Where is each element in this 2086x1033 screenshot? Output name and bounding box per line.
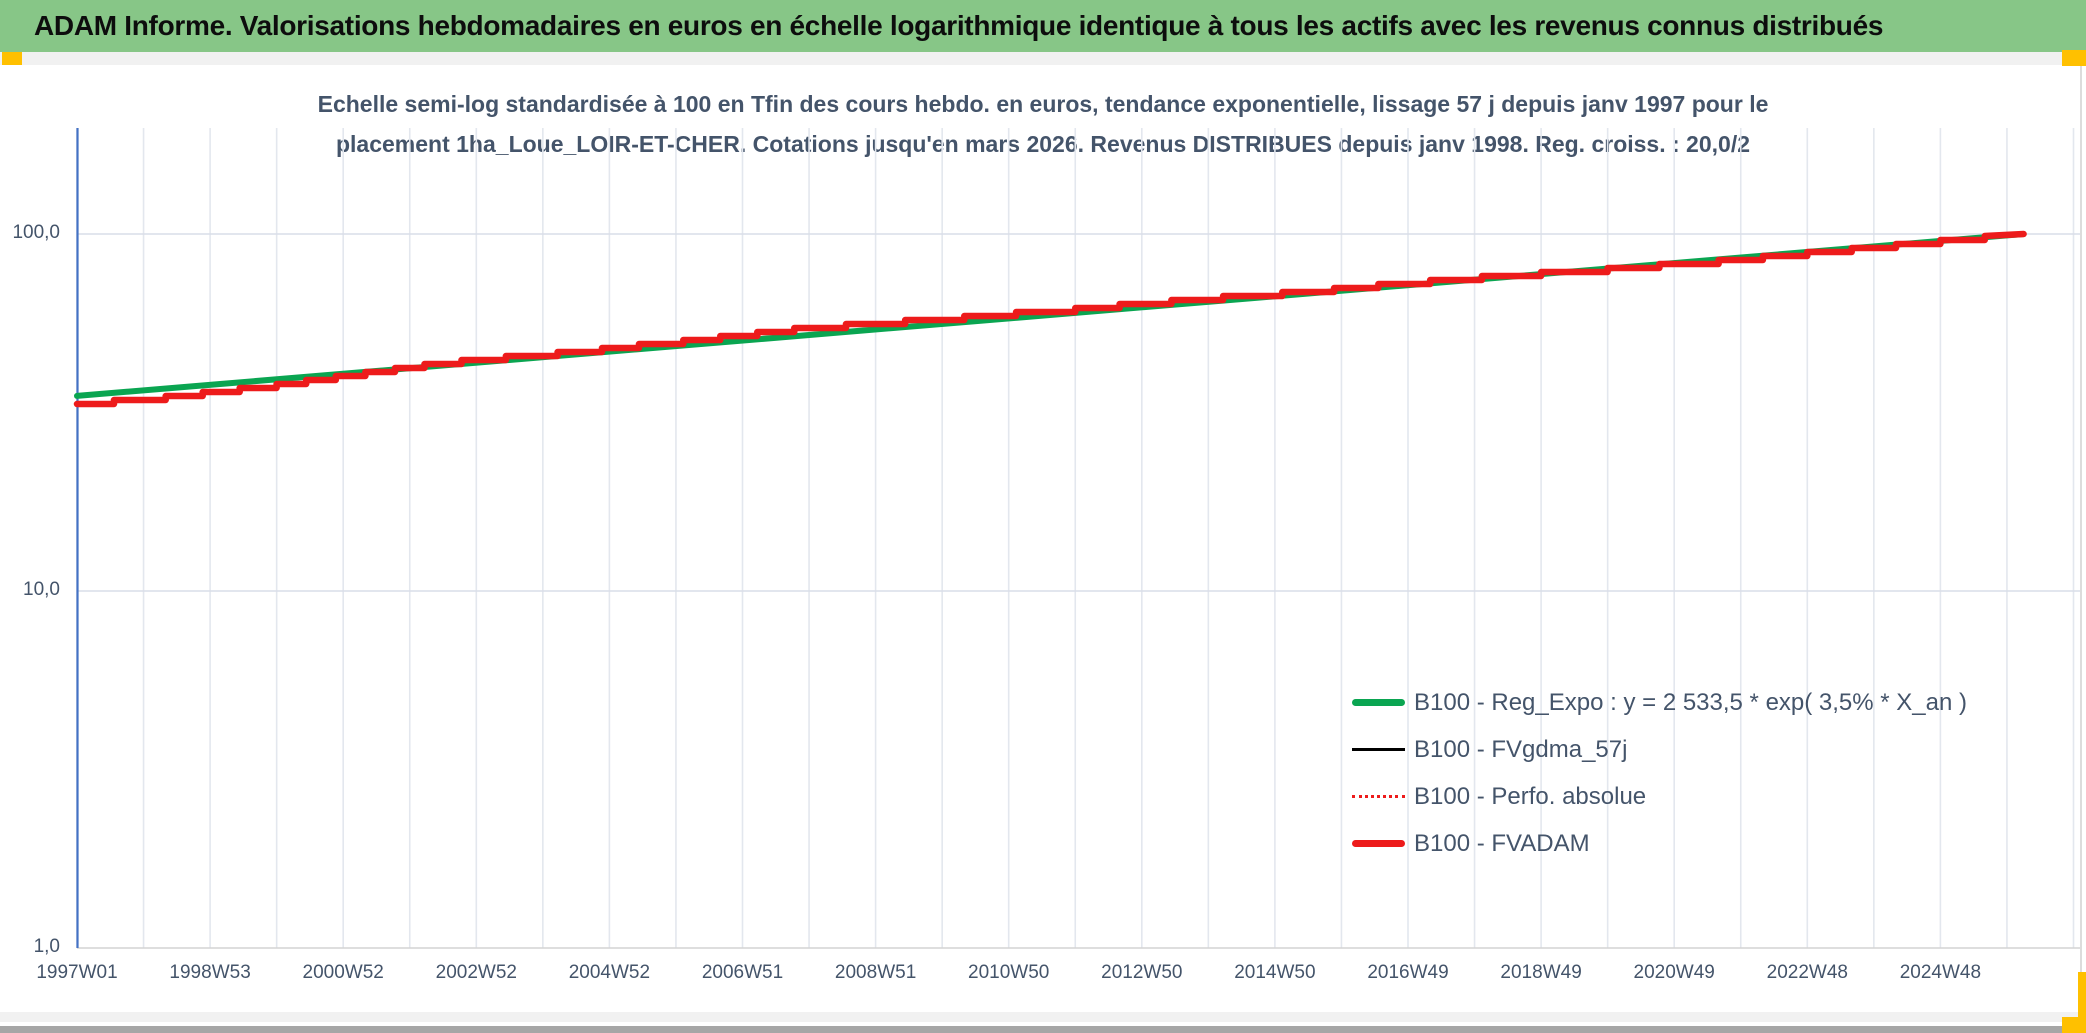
y-tick-label: 10,0 bbox=[23, 579, 60, 600]
legend-label: B100 - Reg_Expo : y = 2 533,5 * exp( 3,5… bbox=[1414, 688, 1968, 716]
legend-label: B100 - Perfo. absolue bbox=[1414, 782, 1647, 810]
legend-swatch-icon bbox=[1352, 699, 1405, 706]
chart-title-line-1: Echelle semi-log standardisée à 100 en T… bbox=[317, 91, 1769, 117]
legend-swatch-icon bbox=[1352, 795, 1405, 798]
x-tick-label: 2018W49 bbox=[1500, 962, 1582, 983]
bottom-strip bbox=[0, 1012, 2086, 1022]
x-tick-label: 2006W51 bbox=[701, 962, 784, 983]
legend-item: B100 - FVgdma_57j bbox=[1352, 726, 1967, 773]
x-tick-label: 2024W48 bbox=[1899, 962, 1982, 983]
legend-label: B100 - FVgdma_57j bbox=[1414, 735, 1628, 763]
legend-swatch-icon bbox=[1352, 840, 1405, 847]
x-tick-label: 2000W52 bbox=[302, 962, 384, 983]
chart-legend: B100 - Reg_Expo : y = 2 533,5 * exp( 3,5… bbox=[1352, 679, 1967, 867]
accent-square-top-left bbox=[2, 52, 22, 65]
legend-item: B100 - FVADAM bbox=[1352, 820, 1967, 867]
x-tick-label: 2004W52 bbox=[568, 962, 651, 983]
chart-title: Echelle semi-log standardisée à 100 en T… bbox=[0, 84, 2086, 164]
legend-item: B100 - Perfo. absolue bbox=[1352, 773, 1967, 820]
accent-square-bottom-right bbox=[2062, 1017, 2086, 1033]
bottom-bar bbox=[0, 1026, 2086, 1033]
legend-swatch-icon bbox=[1352, 748, 1405, 751]
x-tick-label: 2010W50 bbox=[968, 962, 1050, 983]
chart-title-line-2: placement 1ha_Loue_LOIR-ET-CHER. Cotatio… bbox=[335, 131, 1751, 157]
x-tick-label: 2012W50 bbox=[1101, 962, 1183, 983]
x-tick-label: 2020W49 bbox=[1633, 962, 1715, 983]
legend-item: B100 - Reg_Expo : y = 2 533,5 * exp( 3,5… bbox=[1352, 679, 1967, 726]
x-tick-label: 1998W53 bbox=[169, 962, 251, 983]
x-tick-label: 1997W01 bbox=[36, 962, 118, 983]
page-title: ADAM Informe. Valorisations hebdomadaire… bbox=[34, 10, 1884, 41]
y-tick-label: 1,0 bbox=[33, 936, 60, 957]
x-tick-label: 2008W51 bbox=[834, 962, 917, 983]
x-tick-label: 2022W48 bbox=[1766, 962, 1848, 983]
legend-label: B100 - FVADAM bbox=[1414, 829, 1590, 857]
accent-strip-bottom-right bbox=[2078, 972, 2086, 1033]
x-tick-label: 2002W52 bbox=[435, 962, 517, 983]
accent-square-top-right bbox=[2062, 50, 2086, 66]
header-sub-strip bbox=[0, 52, 2086, 65]
header-bar: ADAM Informe. Valorisations hebdomadaire… bbox=[0, 0, 2086, 52]
y-tick-label: 100,0 bbox=[12, 222, 60, 243]
x-tick-label: 2016W49 bbox=[1367, 962, 1449, 983]
x-tick-label: 2014W50 bbox=[1234, 962, 1316, 983]
series-fvadam-line bbox=[73, 230, 2027, 408]
